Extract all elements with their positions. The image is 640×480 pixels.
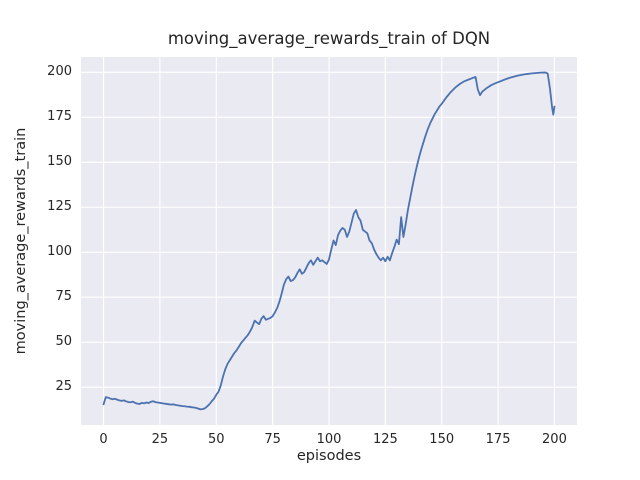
y-axis-label: moving_average_rewards_train — [13, 127, 29, 355]
x-tick-label: 200 — [542, 432, 567, 447]
x-tick-label: 100 — [316, 432, 342, 447]
plot-area — [81, 57, 577, 425]
x-tick-label: 50 — [207, 432, 225, 447]
x-tick-label: 125 — [372, 432, 398, 447]
x-tick-label: 25 — [151, 432, 169, 447]
x-axis-label: episodes — [296, 448, 362, 464]
y-tick-label: 175 — [47, 109, 72, 125]
y-tick-label: 75 — [55, 289, 72, 305]
series-line — [102, 71, 556, 411]
chart-title: moving_average_rewards_train of DQN — [167, 29, 491, 48]
y-tick-label: 25 — [55, 379, 72, 395]
y-tick-label: 200 — [47, 64, 72, 80]
x-tick-label: 150 — [429, 432, 455, 447]
y-tick-label: 150 — [47, 154, 72, 170]
y-tick-label: 50 — [55, 334, 72, 350]
x-tick-label: 75 — [264, 432, 281, 447]
x-tick-label: 0 — [99, 432, 108, 447]
line-plot-canvas — [81, 57, 577, 425]
y-tick-label: 125 — [47, 199, 72, 215]
y-tick-label: 100 — [47, 244, 72, 260]
x-tick-label: 175 — [485, 432, 511, 447]
